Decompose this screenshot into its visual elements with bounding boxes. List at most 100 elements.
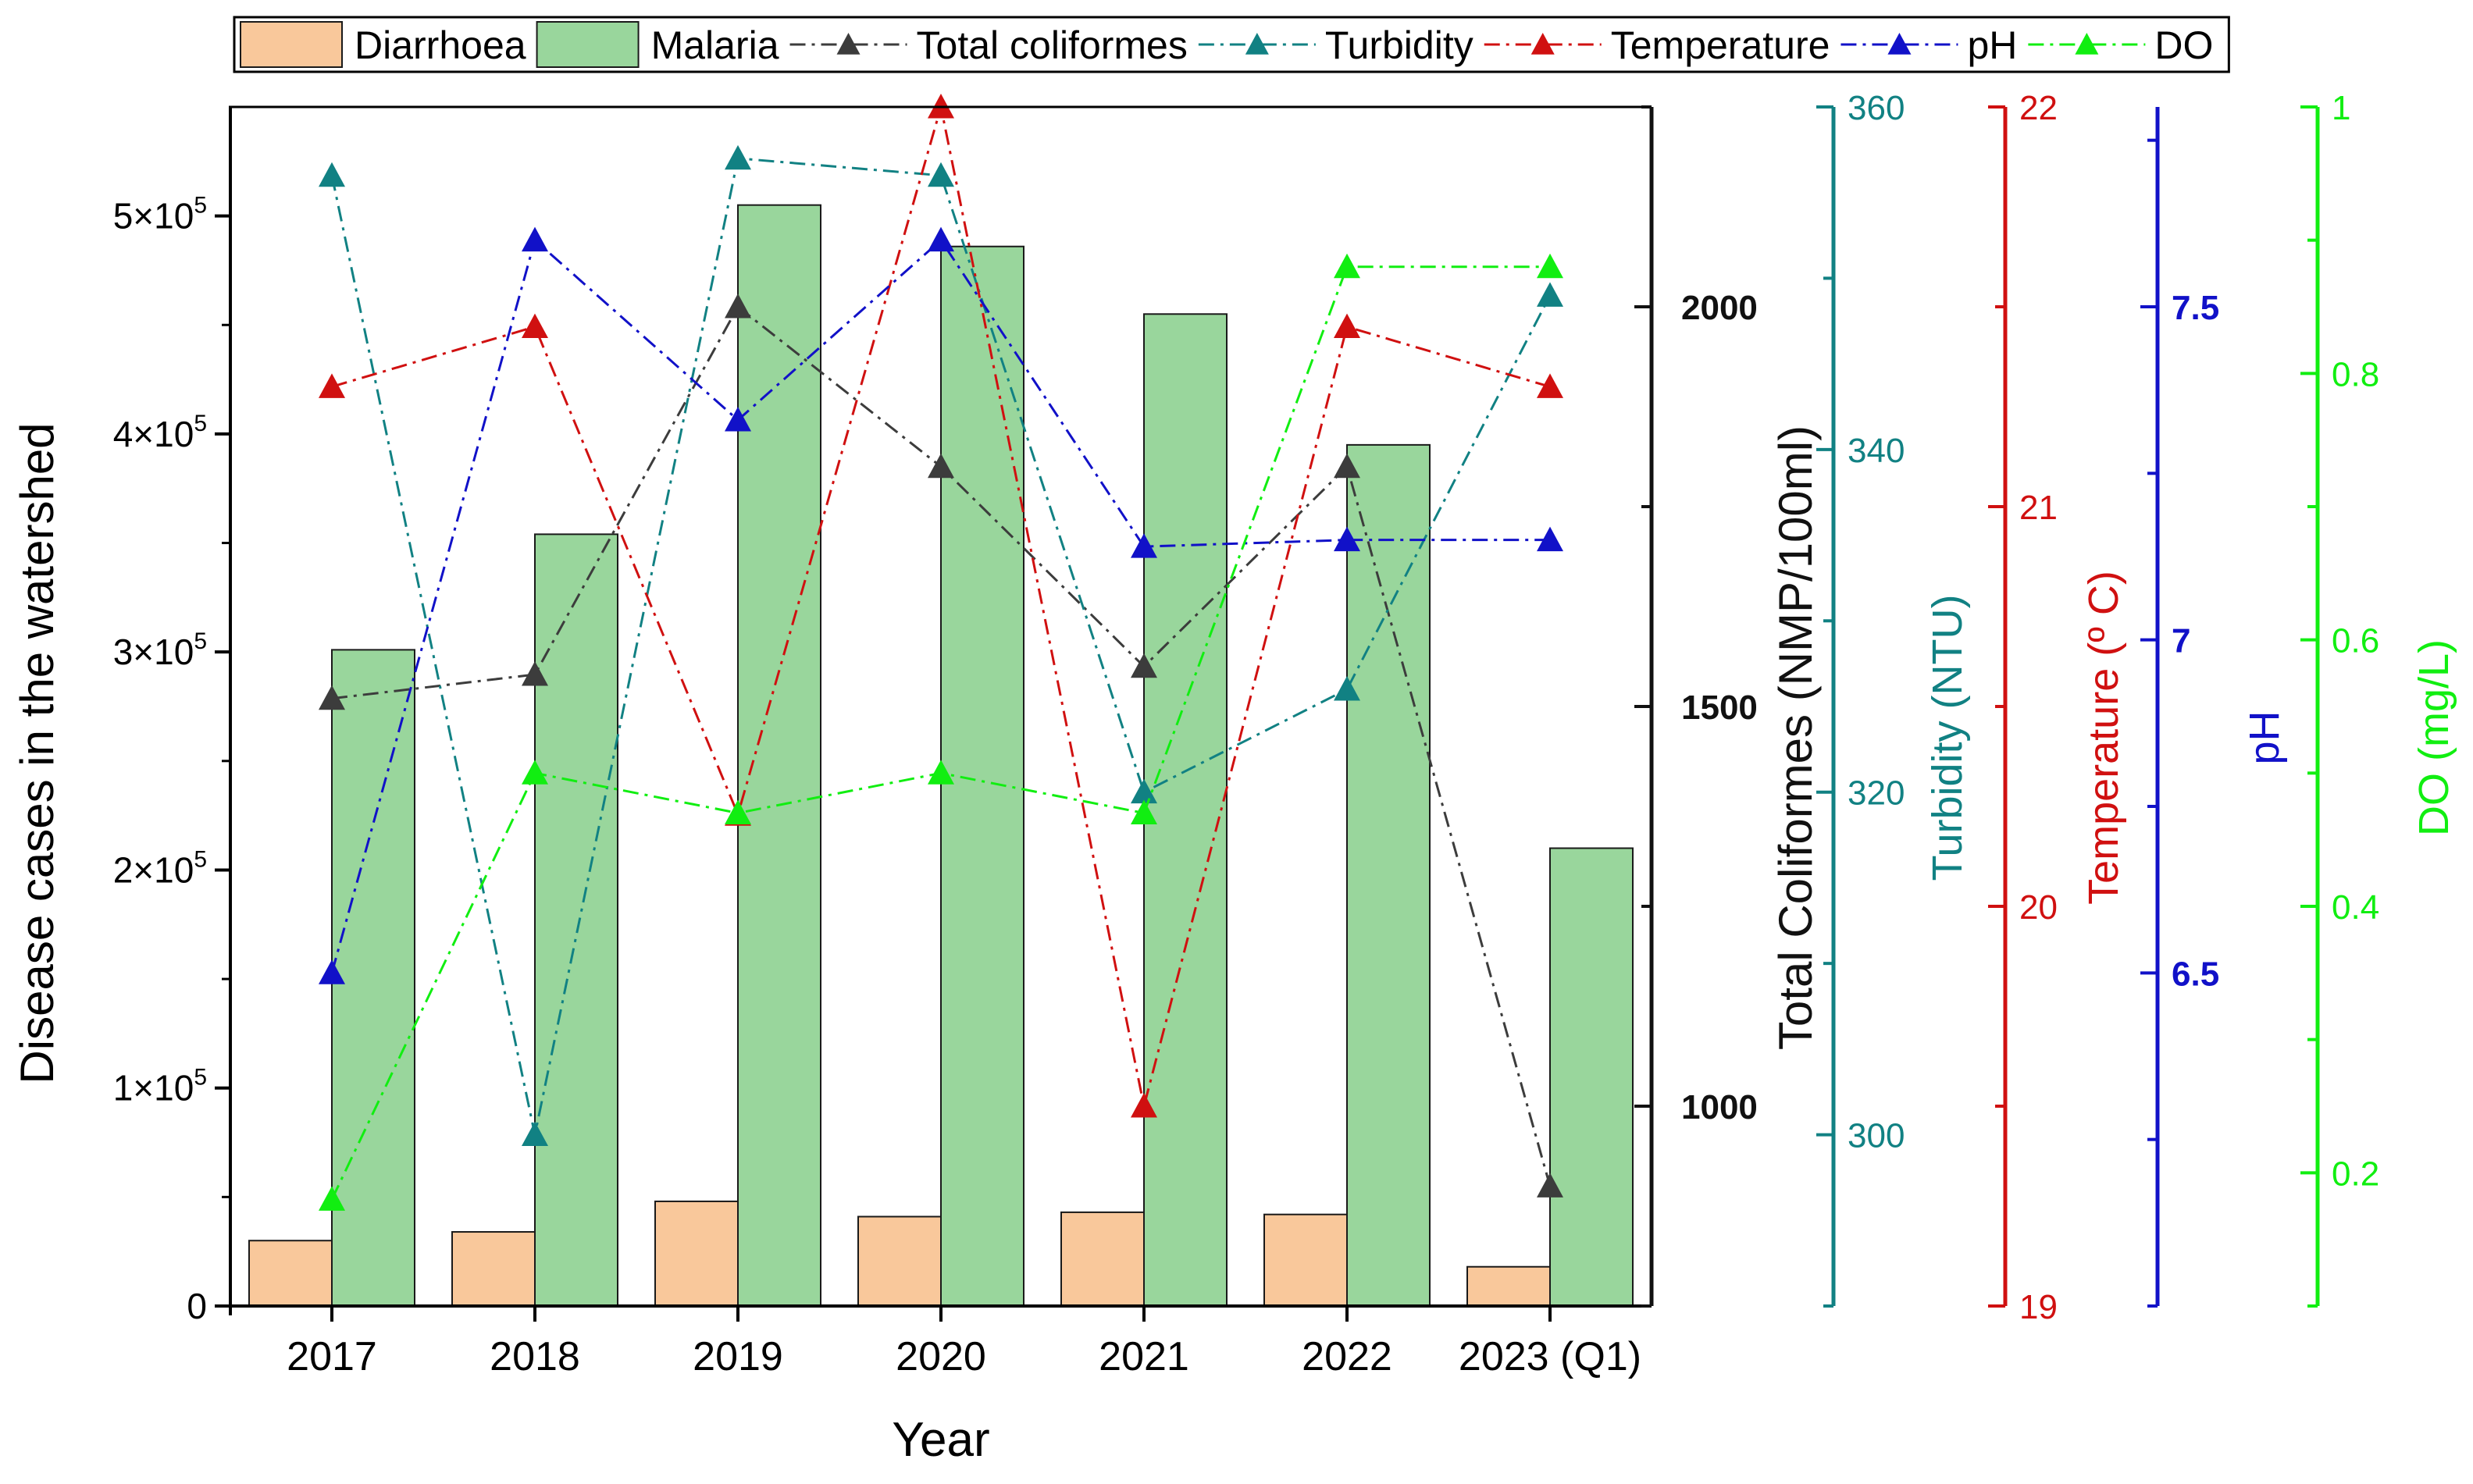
- left-tick-label-1: 1×105: [113, 1065, 207, 1109]
- marker-total-coliformes-2019: [725, 294, 751, 319]
- turbidity-tick-label-0: 300: [1848, 1117, 1905, 1155]
- bar-malaria-2023-q1: [1549, 847, 1634, 1307]
- bar-diarrhoea-2018: [451, 1231, 536, 1307]
- x-tick-label-2022: 2022: [1302, 1334, 1392, 1379]
- x-tick-label-2019: 2019: [693, 1334, 783, 1379]
- temperature-axis-title: Temperature (º C): [2080, 571, 2127, 905]
- bar-malaria-2022: [1346, 443, 1431, 1308]
- marker-total-coliformes-2017: [319, 685, 345, 710]
- temperature-tick-label-3: 22: [2019, 89, 2058, 127]
- marker-total-coliformes-2023-q1: [1537, 1173, 1563, 1198]
- bars-layer: [248, 204, 1634, 1308]
- left-axis-title: Disease cases in the watershed: [11, 422, 63, 1084]
- legend-label-malaria: Malaria: [651, 23, 779, 67]
- bar-diarrhoea-2019: [654, 1200, 739, 1307]
- marker-ph-2017: [319, 959, 345, 984]
- legend-label-turbidity: Turbidity: [1325, 23, 1473, 67]
- do-tick-label-1: 0.4: [2332, 888, 2379, 927]
- do-tick-label-0: 0.2: [2332, 1155, 2379, 1193]
- temperature-tick-label-1: 20: [2019, 888, 2058, 927]
- marker-turbidity-2023-q1: [1537, 282, 1563, 307]
- marker-ph-2023-q1: [1537, 526, 1563, 552]
- legend-swatch-malaria: [536, 21, 640, 68]
- legend-label-do: DO: [2154, 23, 2213, 67]
- left-tick-label-4: 4×105: [113, 411, 207, 454]
- legend-marker-temperature: [1530, 33, 1555, 55]
- legend-marker-do: [2075, 33, 2099, 55]
- legend-label-total-coliformes: Total coliformes: [917, 23, 1188, 67]
- coliformes-tick-label-2: 2000: [1681, 289, 1758, 327]
- marker-do-2023-q1: [1537, 253, 1563, 279]
- marker-do-2018: [522, 760, 548, 785]
- do-axis-title: DO (mg/L): [2411, 639, 2457, 836]
- marker-turbidity-2022: [1334, 676, 1360, 701]
- legend-swatch-diarrhoea: [240, 21, 343, 68]
- marker-do-2022: [1334, 253, 1360, 279]
- marker-do-2020: [928, 760, 954, 785]
- marker-do-2021: [1131, 799, 1157, 824]
- x-tick-label-2018: 2018: [490, 1334, 580, 1379]
- coliformes-tick-label-0: 1000: [1681, 1088, 1758, 1126]
- x-axis-title: Year: [892, 1413, 989, 1467]
- bar-diarrhoea-2021: [1060, 1211, 1145, 1307]
- marker-total-coliformes-2022: [1334, 453, 1360, 479]
- legend-marker-total-coliformes: [836, 33, 861, 55]
- x-tick-label-2021: 2021: [1099, 1334, 1189, 1379]
- marker-turbidity-2021: [1131, 778, 1157, 804]
- lines-layer: [319, 94, 1563, 1211]
- do-tick-label-3: 0.8: [2332, 355, 2379, 393]
- marker-do-2017: [319, 1186, 345, 1211]
- marker-turbidity-2019: [725, 144, 751, 170]
- bar-diarrhoea-2020: [857, 1215, 942, 1307]
- coliformes-axis-title: Total Coliformes (NMP/100ml): [1769, 425, 1822, 1050]
- marker-temperature-2018: [522, 313, 548, 339]
- legend: Diarrhoea Malaria Total coliformes Turbidit…: [233, 16, 2230, 73]
- bar-malaria-2017: [331, 649, 415, 1307]
- left-tick-label-3: 3×105: [113, 628, 207, 672]
- marker-turbidity-2018: [522, 1121, 548, 1147]
- marker-do-2019: [725, 799, 751, 824]
- marker-ph-2021: [1131, 533, 1157, 558]
- x-tick-label-2020: 2020: [896, 1334, 986, 1379]
- marker-temperature-2023-q1: [1537, 373, 1563, 398]
- do-tick-label-4: 1: [2332, 89, 2350, 127]
- ph-axis-title: pH: [2241, 710, 2288, 764]
- x-tick-label-2023-q1: 2023 (Q1): [1459, 1334, 1641, 1379]
- bar-diarrhoea-2022: [1263, 1213, 1348, 1307]
- ph-tick-label-0: 6.5: [2172, 955, 2219, 993]
- turbidity-tick-label-2: 340: [1848, 432, 1905, 470]
- temperature-tick-label-2: 21: [2019, 489, 2058, 527]
- marker-total-coliformes-2021: [1131, 653, 1157, 678]
- coliformes-tick-label-1: 1500: [1681, 689, 1758, 727]
- axes-layer: 0 1×105 2×105 3×105 4×105 5×105 Disease cases …: [11, 89, 2457, 1467]
- legend-marker-ph: [1887, 33, 1912, 55]
- turbidity-tick-label-3: 360: [1848, 89, 1905, 127]
- left-tick-label-0: 0: [187, 1286, 207, 1326]
- bar-malaria-2019: [737, 204, 821, 1307]
- temperature-tick-label-0: 19: [2019, 1288, 2058, 1326]
- marker-temperature-2021: [1131, 1093, 1157, 1118]
- turbidity-axis-title: Turbidity (NTU): [1924, 594, 1971, 881]
- do-tick-label-2: 0.6: [2332, 622, 2379, 660]
- bar-diarrhoea-2023-q1: [1466, 1265, 1551, 1308]
- x-tick-label-2017: 2017: [287, 1334, 377, 1379]
- marker-total-coliformes-2020: [928, 453, 954, 479]
- marker-ph-2020: [928, 226, 954, 252]
- legend-label-ph: pH: [1967, 23, 2017, 67]
- left-tick-label-5: 5×105: [113, 193, 207, 237]
- legend-marker-turbidity: [1245, 33, 1269, 55]
- ph-tick-label-1: 7: [2172, 622, 2190, 660]
- bar-diarrhoea-2017: [248, 1240, 333, 1307]
- bar-malaria-2021: [1143, 313, 1228, 1307]
- legend-label-temperature: Temperature: [1611, 23, 1830, 67]
- turbidity-tick-label-1: 320: [1848, 774, 1905, 813]
- marker-total-coliformes-2018: [522, 661, 548, 686]
- left-tick-label-2: 2×105: [113, 846, 207, 890]
- marker-temperature-2022: [1334, 313, 1360, 339]
- marker-turbidity-2020: [928, 162, 954, 187]
- marker-ph-2018: [522, 226, 548, 252]
- marker-ph-2022: [1334, 526, 1360, 552]
- ph-tick-label-2: 7.5: [2172, 289, 2219, 327]
- legend-label-diarrhoea: Diarrhoea: [355, 23, 526, 67]
